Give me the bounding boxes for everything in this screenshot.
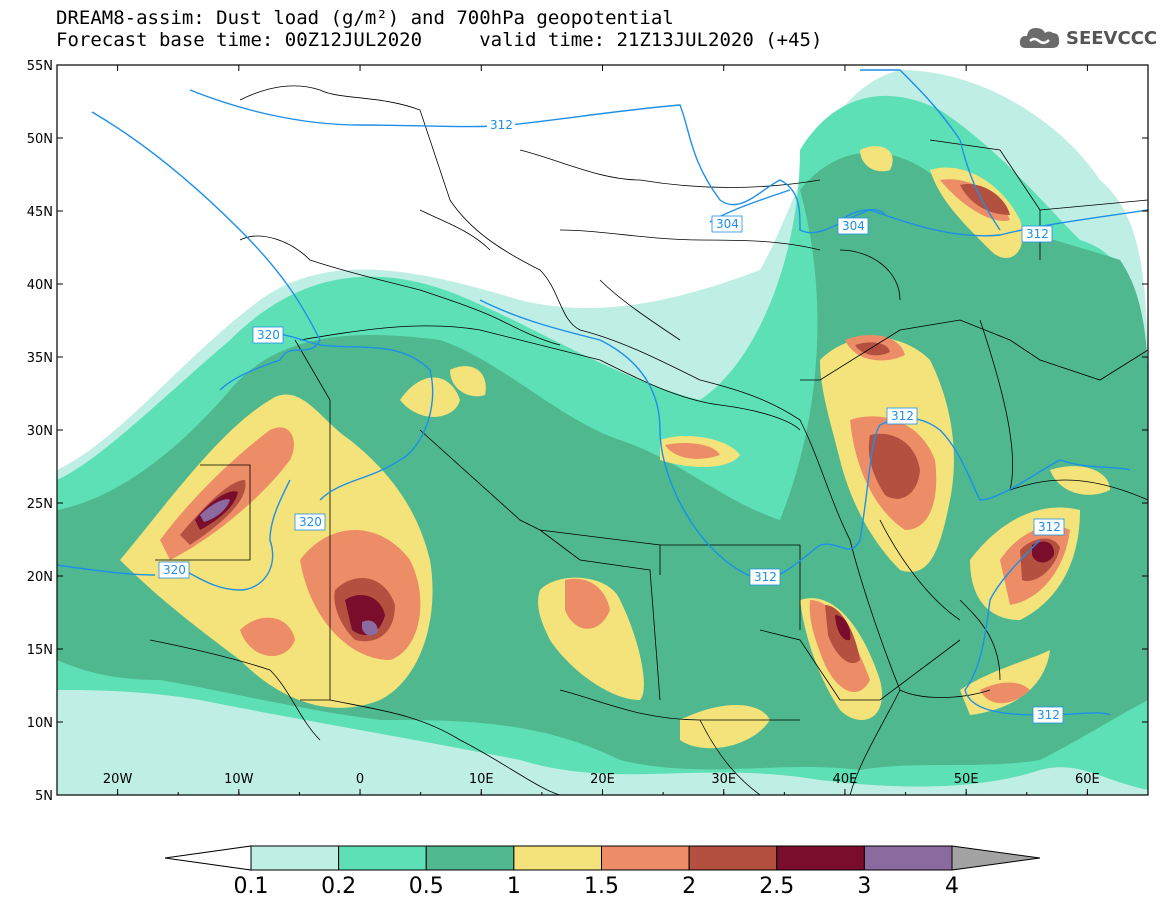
lat-tick-label: 10N [27, 716, 53, 731]
lat-tick-label: 55N [27, 59, 53, 74]
colorbar-cell [425, 845, 515, 871]
colorbar-label: 2.5 [759, 874, 794, 899]
lon-tick-label: 10W [224, 772, 254, 787]
cloud-icon [1019, 28, 1060, 48]
lat-tick-label: 50N [27, 132, 53, 147]
contour-label: 304 [842, 219, 865, 233]
contour-label: 320 [257, 328, 280, 342]
borders [149, 85, 1148, 795]
lat-tick-label: 45N [27, 205, 53, 220]
dust-level-3 [200, 499, 378, 636]
colorbar-cell [688, 845, 778, 871]
colorbar-label: 1 [507, 874, 521, 899]
colorbar-cell [513, 845, 602, 871]
axis-tick-labels: 20W 10W 0 10E 20E 30E 40E 50E 60E 5N 10N 15N 20N 25N 3… [27, 59, 1100, 804]
lat-tick-label: 30N [27, 424, 53, 439]
contour-label: 312 [1037, 708, 1060, 722]
colorbar-cell [863, 845, 953, 871]
colorbar-label: 1.5 [584, 874, 619, 899]
contour-label: 312 [891, 409, 914, 423]
lon-tick-label: 20E [590, 772, 615, 787]
colorbar-cell [338, 845, 427, 871]
axis-ticks [56, 64, 1149, 796]
colorbar-arrow-high [951, 845, 1041, 871]
lat-tick-label: 15N [27, 643, 53, 658]
lat-tick-label: 20N [27, 570, 53, 585]
colorbar-label: 3 [857, 874, 871, 899]
lon-tick-label: 10E [469, 772, 494, 787]
logo-text: SEEVCCC [1066, 27, 1158, 49]
contour-labels: 312 304 304 312 320 320 320 312 312 312 … [158, 117, 1065, 724]
colorbar: 0.1 0.2 0.5 1 1.5 2 2.5 3 4 [164, 845, 1041, 899]
contour-label: 312 [1038, 520, 1061, 534]
colorbar-label: 4 [945, 874, 959, 899]
colorbar-cell [601, 845, 690, 871]
colorbar-label: 0.2 [321, 874, 356, 899]
colorbar-cell [250, 845, 340, 871]
colorbar-label: 0.1 [234, 874, 269, 899]
dust-field [57, 69, 1148, 795]
lon-tick-label: 0 [356, 772, 364, 787]
contour-label: 320 [163, 563, 186, 577]
contour-label: 312 [1026, 227, 1049, 241]
contour-label: 320 [299, 515, 322, 529]
lat-tick-label: 25N [27, 497, 53, 512]
colorbar-label: 2 [682, 874, 696, 899]
seevccc-logo: SEEVCCC [1018, 24, 1157, 52]
contour-label: 312 [754, 570, 777, 584]
lon-tick-label: 50E [954, 772, 979, 787]
contour-label: 304 [716, 217, 739, 231]
lat-tick-label: 5N [35, 789, 53, 804]
colorbar-cell [776, 845, 865, 871]
title-line-1: DREAM8-assim: Dust load (g/m²) and 700hP… [56, 7, 674, 29]
lon-tick-label: 20W [103, 772, 133, 787]
contour-label: 312 [490, 118, 513, 132]
lon-tick-label: 40E [833, 772, 858, 787]
colorbar-arrow-low [164, 845, 252, 871]
title-line-2: Forecast base time: 00Z12JUL2020 valid t… [56, 29, 823, 51]
geopotential-contours [57, 69, 1148, 716]
colorbar-label: 0.5 [409, 874, 444, 899]
lon-tick-label: 60E [1075, 772, 1100, 787]
lat-tick-label: 35N [27, 351, 53, 366]
lon-tick-label: 30E [711, 772, 736, 787]
lat-tick-label: 40N [27, 278, 53, 293]
